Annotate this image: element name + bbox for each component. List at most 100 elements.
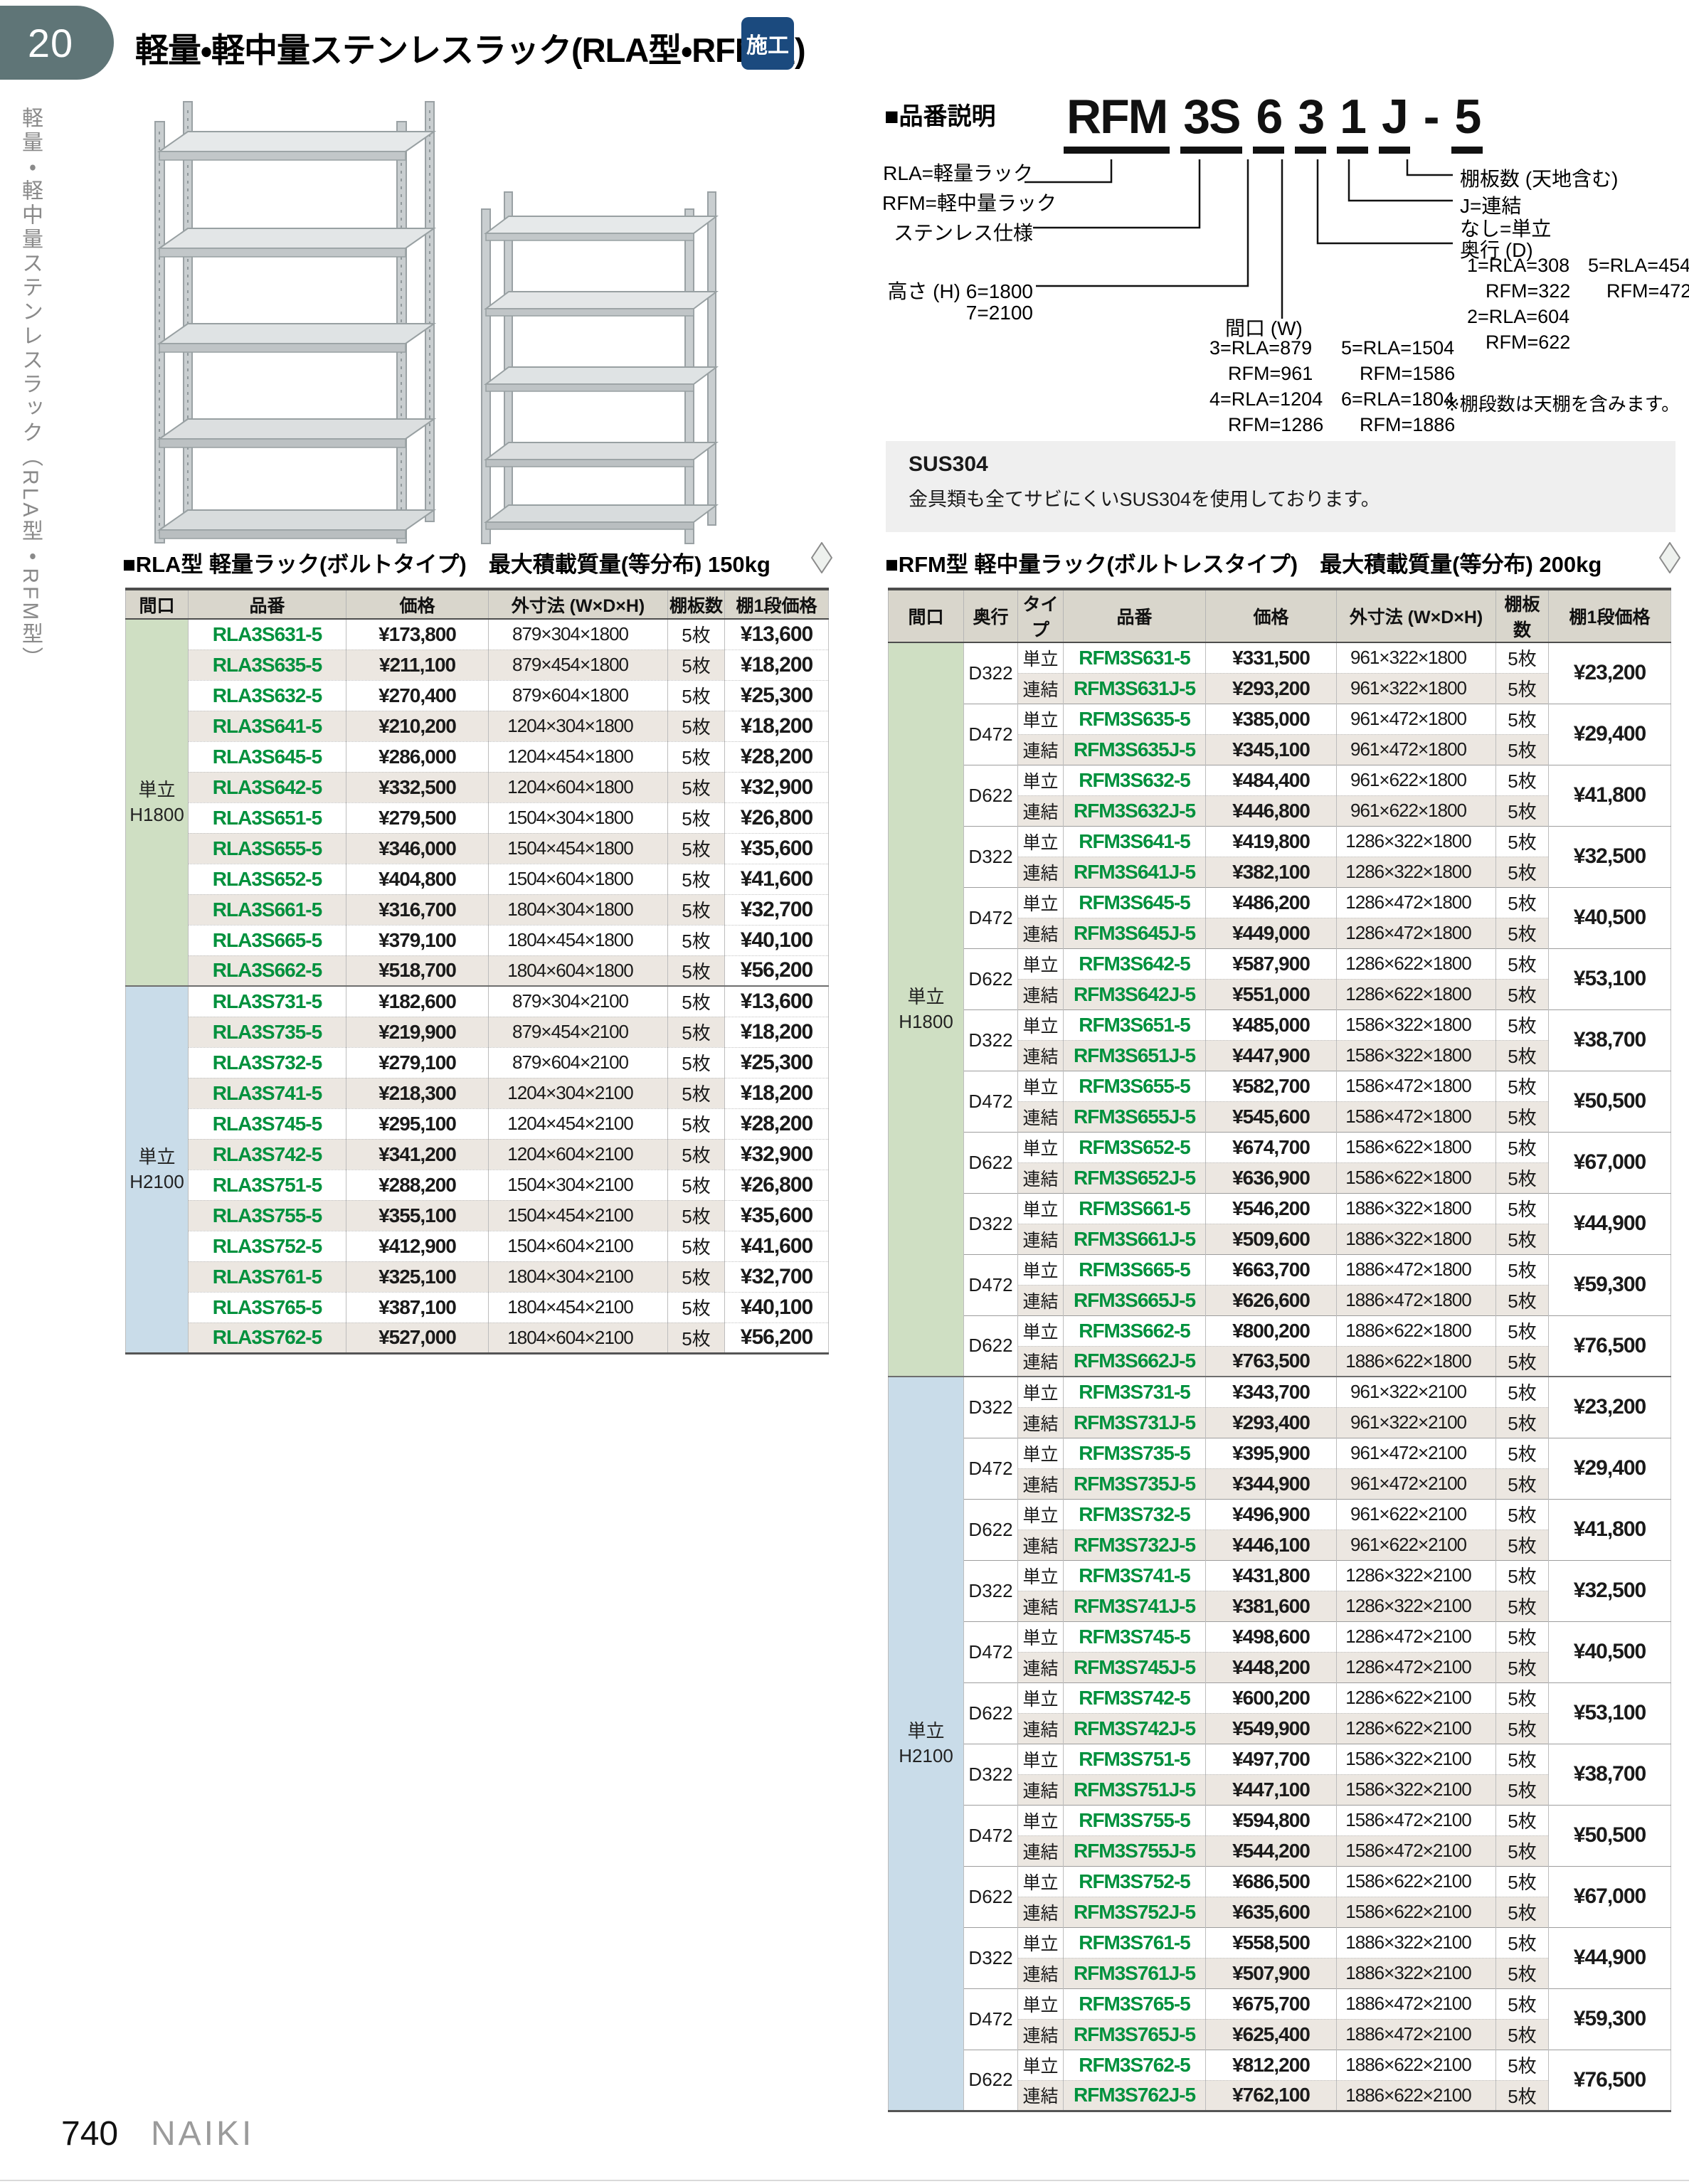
table-row: D622 単立 RFM3S742-5 ¥600,200 1286×622×2100 5枚 ¥…: [889, 1682, 1671, 1744]
table-row: D622 単立 RFM3S662-5 ¥800,200 1886×622×1800 5枚 ¥…: [889, 1315, 1671, 1377]
section-height-label: H2100: [899, 1744, 953, 1766]
shelf-count-cell: 5枚: [1495, 642, 1549, 673]
part-number-cell: RFM3S752-5: [1063, 1865, 1206, 1897]
dimensions-cell: 961×322×2100: [1336, 1406, 1496, 1438]
part-number-cell: RFM3S732-5: [1063, 1498, 1206, 1530]
type-cell: 単立: [1017, 1621, 1064, 1652]
unit-price-cell: ¥59,300: [1548, 1253, 1671, 1315]
dimensions-cell: 1286×472×2100: [1336, 1651, 1496, 1682]
part-number-cell: RFM3S645-5: [1063, 886, 1206, 918]
sus304-title: SUS304: [909, 452, 988, 476]
part-number-cell: RLA3S745-5: [188, 1108, 346, 1139]
part-number-cell: RFM3S751-5: [1063, 1743, 1206, 1774]
part-number-cell: RFM3S741J-5: [1063, 1590, 1206, 1621]
shelf-count-cell: 5枚: [1495, 1192, 1549, 1224]
part-number-display: RFM 3S 6 3 1 J - 5: [1064, 92, 1483, 154]
price-cell: ¥211,100: [346, 649, 489, 680]
shelf-count-note: ※棚段数は天棚を含みます。: [1444, 393, 1680, 415]
part-number-cell: RFM3S732J-5: [1063, 1529, 1206, 1560]
shelf-count-cell: 5枚: [667, 710, 725, 741]
part-number-cell: RLA3S735-5: [188, 1016, 346, 1047]
label-height-1: 高さ (H) 6=1800: [887, 280, 1033, 302]
part-number-cell: RFM3S741-5: [1063, 1559, 1206, 1591]
shelf-count-cell: 5枚: [667, 649, 725, 680]
rla-table-title: ■RLA型 軽量ラック(ボルトタイプ) 最大積載質量(等分布) 150kg: [122, 552, 771, 577]
section-height-label: H1800: [129, 804, 184, 825]
rack-photo-tall: [154, 101, 437, 544]
type-cell: 単立: [1017, 948, 1064, 979]
unit-price-cell: ¥67,000: [1548, 1131, 1671, 1193]
table-row: D322 単立 RFM3S661-5 ¥546,200 1886×322×1800 5枚 ¥…: [889, 1192, 1671, 1254]
shelf-count-cell: 5枚: [667, 1322, 725, 1353]
table-row: RLA3S755-5 ¥355,100 1504×454×2100 5枚 ¥35,600: [126, 1199, 829, 1231]
shelf-count-cell: 5枚: [1495, 1712, 1549, 1744]
table-row: 連結 RFM3S635J-5 ¥345,100 961×472×1800 5枚: [889, 733, 1671, 765]
depth-code-entry: RFM=472: [1606, 280, 1689, 302]
dimensions-cell: 879×604×2100: [488, 1046, 668, 1078]
shelf-count-cell: 5枚: [1495, 1957, 1549, 1988]
price-cell: ¥551,000: [1205, 978, 1337, 1009]
unit-price-cell: ¥44,900: [1548, 1192, 1671, 1254]
col-header: 価格: [346, 589, 489, 620]
table-row: 連結 RFM3S641J-5 ¥382,100 1286×322×1800 5枚: [889, 856, 1671, 887]
dimensions-cell: 1586×622×2100: [1336, 1896, 1496, 1927]
price-cell: ¥636,900: [1205, 1162, 1337, 1193]
unit-price-cell: ¥53,100: [1548, 948, 1671, 1009]
table-row: RLA3S665-5 ¥379,100 1804×454×1800 5枚 ¥40,100: [126, 924, 829, 955]
shelf-count-cell: 5枚: [667, 1108, 725, 1139]
table-row: RLA3S745-5 ¥295,100 1204×454×2100 5枚 ¥28,200: [126, 1108, 829, 1139]
shelf-count-cell: 5枚: [667, 1046, 725, 1078]
unit-price-cell: ¥53,100: [1548, 1682, 1671, 1744]
dimensions-cell: 961×622×1800: [1336, 795, 1496, 826]
shelf-count-cell: 5枚: [1495, 1315, 1549, 1346]
depth-cell: D472: [963, 1070, 1018, 1132]
depth-code-entry: [1588, 306, 1689, 328]
rfm-table-title: ■RFM型 軽中量ラック(ボルトレスタイプ) 最大積載質量(等分布) 200kg: [885, 552, 1602, 577]
unit-price-cell: ¥18,200: [724, 1016, 829, 1047]
dimensions-cell: 961×472×1800: [1336, 733, 1496, 765]
type-cell: 連結: [1017, 1345, 1064, 1377]
dimensions-cell: 1286×322×2100: [1336, 1559, 1496, 1591]
type-cell: 単立: [1017, 1682, 1064, 1713]
col-header: 品番: [1063, 589, 1206, 643]
footer-brand: NAIKI: [151, 2115, 255, 2153]
dimensions-cell: 1886×622×1800: [1336, 1345, 1496, 1377]
section-type-label: 単立: [907, 985, 945, 1007]
type-cell: 単立: [1017, 1865, 1064, 1897]
dimensions-cell: 1586×622×2100: [1336, 1865, 1496, 1897]
sidebar-vertical-title: 軽量・軽中量ステンレスラック（RLA型・RFM型）: [18, 107, 42, 672]
width-code-entry: RFM=1586: [1360, 363, 1456, 384]
dimensions-cell: 961×472×2100: [1336, 1437, 1496, 1468]
price-cell: ¥448,200: [1205, 1651, 1337, 1682]
dimensions-cell: 1886×472×2100: [1336, 1988, 1496, 2019]
type-cell: 単立: [1017, 1743, 1064, 1774]
unit-price-cell: ¥44,900: [1548, 1926, 1671, 1988]
dimensions-cell: 1804×304×1800: [488, 894, 668, 925]
table-row: RLA3S641-5 ¥210,200 1204×304×1800 5枚 ¥18,200: [126, 710, 829, 741]
table-row: D472 単立 RFM3S755-5 ¥594,800 1586×472×2100 5枚 ¥…: [889, 1804, 1671, 1866]
unit-price-cell: ¥40,500: [1548, 886, 1671, 948]
type-cell: 単立: [1017, 1988, 1064, 2019]
price-cell: ¥379,100: [346, 924, 489, 955]
type-cell: 連結: [1017, 978, 1064, 1009]
price-cell: ¥498,600: [1205, 1621, 1337, 1652]
dimensions-cell: 961×322×1800: [1336, 672, 1496, 704]
unit-price-cell: ¥76,500: [1548, 1315, 1671, 1377]
unit-price-cell: ¥40,100: [724, 924, 829, 955]
price-cell: ¥497,700: [1205, 1743, 1337, 1774]
price-cell: ¥345,100: [1205, 733, 1337, 765]
part-number-cell: RFM3S742-5: [1063, 1682, 1206, 1713]
price-cell: ¥355,100: [346, 1199, 489, 1231]
price-cell: ¥549,900: [1205, 1712, 1337, 1744]
table-row: D472 単立 RFM3S665-5 ¥663,700 1886×472×1800 5枚 ¥…: [889, 1253, 1671, 1315]
part-number-cell: RLA3S642-5: [188, 771, 346, 802]
shelf-count-cell: 5枚: [667, 1291, 725, 1322]
table-row: RLA3S752-5 ¥412,900 1504×604×2100 5枚 ¥41,600: [126, 1230, 829, 1261]
type-cell: 連結: [1017, 1529, 1064, 1560]
part-number-cell: RFM3S661-5: [1063, 1192, 1206, 1224]
col-header: 間口: [888, 589, 964, 643]
table-header-row: 間口 奥行 タイプ 品番 価格 外寸法 (W×D×H) 棚板数 棚1段価格: [888, 589, 1671, 643]
depth-cell: D622: [963, 1315, 1018, 1377]
part-number-cell: RFM3S761-5: [1063, 1926, 1206, 1958]
unit-price-cell: ¥41,800: [1548, 1498, 1671, 1560]
